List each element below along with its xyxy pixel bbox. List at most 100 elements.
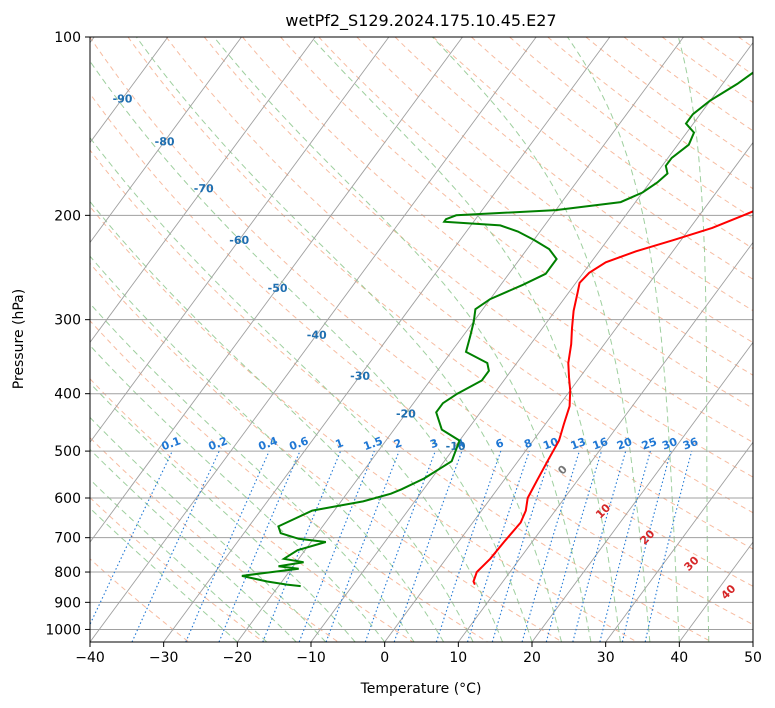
- mixing-ratio-line: [393, 450, 463, 642]
- dry-adiabat: [90, 378, 414, 642]
- isotherm: [90, 37, 242, 244]
- moist-adiabat: [90, 136, 503, 642]
- isotherm: [90, 37, 537, 642]
- isotherm: [678, 541, 753, 642]
- x-tick-label: 0: [380, 650, 389, 666]
- dry-adiabat: [432, 37, 753, 280]
- mixing-ratio-line: [185, 450, 270, 642]
- mixing-ratio-label: 0.6: [287, 434, 310, 453]
- in-plot-labels: 0.1 0.2 0.4 0.6 1 1.5 2 3 4 6 8 10 13 16 20 25 30 36-100-…: [62, 55, 739, 602]
- moist-adiabat: [213, 37, 592, 642]
- dry-adiabat: [356, 37, 753, 344]
- x-tick-label: 30: [597, 650, 615, 666]
- mixing-ratio-line: [466, 450, 530, 642]
- y-tick-label: 900: [54, 595, 81, 611]
- moist-adiabat: [90, 416, 327, 642]
- isotherm-label: -90: [113, 92, 133, 105]
- isotherm-label: -100: [62, 55, 90, 68]
- moist-adiabat: [90, 382, 356, 642]
- mixing-ratio-label: 4: [455, 436, 467, 451]
- y-tick-label: 500: [54, 444, 81, 460]
- mixing-ratio-line: [621, 450, 672, 642]
- mixing-ratio-label: 30: [660, 435, 679, 453]
- profile-series: [241, 71, 753, 588]
- dry-adiabat: [165, 37, 753, 514]
- dry-adiabat: [509, 37, 753, 219]
- mixing-ratio-line: [572, 450, 627, 642]
- mixing-ratio-line: [298, 450, 375, 642]
- x-tick-label: 10: [449, 650, 467, 666]
- y-tick-label: 100: [54, 30, 81, 46]
- dry-adiabat: [90, 37, 753, 587]
- mixing-ratio-label: 13: [569, 435, 588, 452]
- y-tick-label: 200: [54, 208, 81, 224]
- x-tick-label: −30: [149, 650, 179, 666]
- x-tick-label: −20: [223, 650, 253, 666]
- y-tick-label: 1000: [45, 622, 81, 638]
- dry-adiabat: [661, 37, 753, 104]
- moist-adiabat: [90, 448, 297, 642]
- isotherm-label: -80: [155, 135, 175, 148]
- isotherm: [605, 441, 753, 642]
- mixing-ratio-label: 16: [591, 435, 610, 453]
- moist-adiabat: [432, 37, 651, 642]
- isotherm: [384, 141, 753, 642]
- isotherm: [310, 41, 753, 642]
- dry-adiabat: [90, 558, 190, 642]
- dry-adiabat: [90, 320, 488, 642]
- dry-adiabat: [90, 496, 264, 642]
- dry-adiabat: [547, 37, 753, 190]
- mixing-ratio-label: 1.5: [362, 434, 385, 453]
- mixing-ratio-label: 2: [392, 436, 404, 451]
- moist-adiabat: [310, 37, 621, 642]
- moist-adiabat: [90, 200, 474, 642]
- y-tick-label: 400: [54, 387, 81, 403]
- mixing-ratio-line: [521, 450, 580, 642]
- x-tick-label: −10: [296, 650, 326, 666]
- isotherm: [236, 37, 684, 642]
- dry-adiabat: [623, 37, 753, 132]
- moist-adiabat-label: 30: [682, 553, 702, 573]
- axes: −40 −30 −20 −10 0 10 20 30 40 5010020030040050060…: [45, 30, 762, 666]
- mixing-ratio-line: [644, 450, 693, 642]
- isotherm: [90, 37, 316, 344]
- moist-adiabat: [90, 344, 386, 642]
- isotherm-label: -40: [307, 329, 327, 342]
- moist-adiabat: [90, 302, 415, 642]
- moist-adiabat: [90, 478, 268, 642]
- moist-adiabat: [90, 507, 238, 642]
- dry-adiabat: [318, 37, 753, 376]
- y-tick-label: 600: [54, 491, 81, 507]
- dry-adiabat: [471, 37, 753, 250]
- y-tick-label: 800: [54, 565, 81, 581]
- y-tick-label: 300: [54, 313, 81, 329]
- isotherm-label: -60: [229, 234, 249, 247]
- mixing-ratio-label: 36: [681, 435, 700, 453]
- moist-adiabat: [135, 37, 562, 642]
- dry-adiabat: [738, 37, 753, 48]
- isotherm: [163, 37, 611, 642]
- y-axis-label: Pressure (hPa): [11, 289, 27, 389]
- isotherm: [531, 341, 753, 642]
- isotherm: [752, 641, 753, 642]
- moist-adiabat-label: 20: [637, 527, 657, 547]
- mixing-ratio-line: [325, 450, 400, 642]
- isotherm: [90, 37, 390, 443]
- plot-background-lines: [90, 37, 753, 642]
- x-tick-label: 20: [523, 650, 541, 666]
- y-tick-label: 700: [54, 531, 81, 547]
- x-tick-label: 50: [744, 650, 762, 666]
- dry-adiabat: [242, 37, 753, 443]
- moist-adiabat: [90, 255, 445, 642]
- mixing-ratio-label: 20: [615, 435, 634, 453]
- moist-adiabat-label: 10: [593, 501, 613, 521]
- dry-adiabat: [127, 37, 753, 550]
- x-axis-label: Temperature (°C): [360, 681, 482, 697]
- mixing-ratio-line: [491, 450, 553, 642]
- moist-adiabat: [567, 37, 680, 642]
- dry-adiabat: [90, 437, 339, 642]
- mixing-ratio-line: [599, 450, 651, 642]
- mixing-ratio-label: 0.2: [207, 434, 230, 453]
- mixing-ratio-line: [545, 450, 603, 642]
